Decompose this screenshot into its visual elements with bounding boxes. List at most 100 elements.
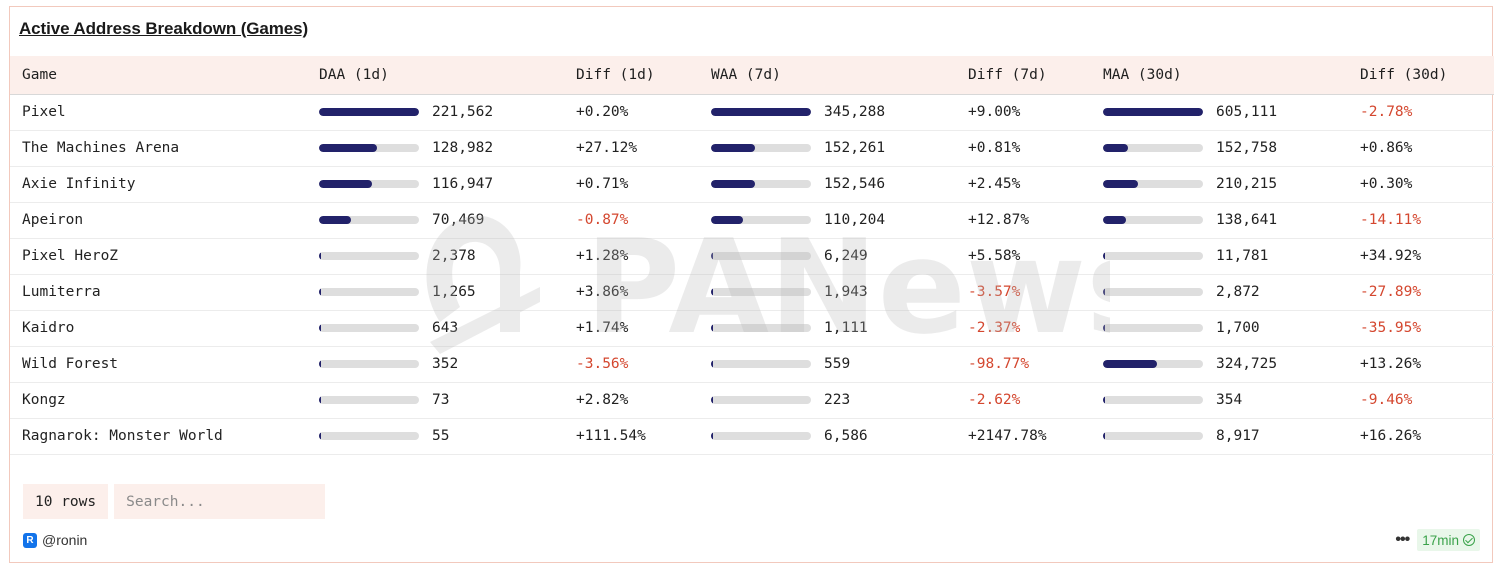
table-row[interactable]: Apeiron 70,469 -0.87% 110,204 +12.87% 138,641…: [10, 202, 1494, 239]
game-name: Axie Infinity: [10, 166, 307, 203]
diff-1d: +27.12%: [564, 130, 699, 167]
daa-bar: [319, 432, 419, 440]
diff-30d: +34.92%: [1348, 238, 1494, 275]
waa-cell: 559: [699, 346, 956, 383]
maa-bar-fill: [1103, 216, 1126, 224]
waa-bar: [711, 180, 811, 188]
column-header-diff-7d[interactable]: Diff (7d): [956, 56, 1091, 95]
waa-cell: 152,261: [699, 130, 956, 167]
game-name: The Machines Arena: [10, 130, 307, 167]
column-header-diff-1d[interactable]: Diff (1d): [564, 56, 699, 95]
diff-1d: -3.56%: [564, 346, 699, 383]
column-header-game[interactable]: Game: [10, 56, 307, 95]
table-row[interactable]: Wild Forest 352 -3.56% 559 -98.77% 324,725 +13…: [10, 346, 1494, 383]
waa-bar-fill: [711, 288, 713, 296]
waa-cell: 1,111: [699, 310, 956, 347]
waa-cell: 6,249: [699, 238, 956, 275]
daa-value: 1,265: [432, 284, 476, 300]
maa-cell: 210,215: [1091, 166, 1348, 203]
maa-value: 605,111: [1216, 104, 1278, 120]
table-row[interactable]: Kongz 73 +2.82% 223 -2.62% 354 -9.46%: [10, 382, 1494, 419]
column-header-maa[interactable]: MAA (30d): [1091, 56, 1348, 95]
game-name: Ragnarok: Monster World: [10, 418, 307, 455]
table-row[interactable]: The Machines Arena 128,982 +27.12% 152,261 +…: [10, 130, 1494, 167]
daa-cell: 55: [307, 418, 564, 455]
maa-bar: [1103, 432, 1203, 440]
daa-bar-fill: [319, 324, 321, 332]
waa-cell: 223: [699, 382, 956, 419]
maa-cell: 138,641: [1091, 202, 1348, 239]
game-name: Pixel HeroZ: [10, 238, 307, 275]
table-header-row: Game DAA (1d) Diff (1d) WAA (7d) Diff (7…: [10, 56, 1494, 95]
maa-bar: [1103, 216, 1203, 224]
waa-bar: [711, 108, 811, 116]
table-row[interactable]: Pixel 221,562 +0.20% 345,288 +9.00% 605,111 -2…: [10, 94, 1494, 131]
games-table: Game DAA (1d) Diff (1d) WAA (7d) Diff (7…: [10, 56, 1494, 455]
maa-bar-fill: [1103, 288, 1105, 296]
column-header-waa[interactable]: WAA (7d): [699, 56, 956, 95]
game-name: Kongz: [10, 382, 307, 419]
diff-1d: +1.28%: [564, 238, 699, 275]
search-input[interactable]: [114, 484, 326, 519]
diff-30d: -35.95%: [1348, 310, 1494, 347]
maa-value: 11,781: [1216, 248, 1269, 264]
diff-30d: -27.89%: [1348, 274, 1494, 311]
maa-bar-fill: [1103, 432, 1105, 440]
diff-7d: -98.77%: [956, 346, 1091, 383]
diff-30d: -9.46%: [1348, 382, 1494, 419]
daa-bar: [319, 360, 419, 368]
diff-7d: +0.81%: [956, 130, 1091, 167]
daa-value: 70,469: [432, 212, 485, 228]
daa-bar-fill: [319, 144, 378, 152]
daa-bar-fill: [319, 360, 321, 368]
daa-value: 128,982: [432, 140, 494, 156]
diff-1d: +0.20%: [564, 94, 699, 131]
maa-bar: [1103, 252, 1203, 260]
diff-30d: -14.11%: [1348, 202, 1494, 239]
maa-bar: [1103, 108, 1203, 116]
daa-bar-fill: [319, 432, 321, 440]
game-name: Wild Forest: [10, 346, 307, 383]
column-header-daa[interactable]: DAA (1d): [307, 56, 564, 95]
table-row[interactable]: Axie Infinity 116,947 +0.71% 152,546 +2.45% 2…: [10, 166, 1494, 203]
maa-cell: 1,700: [1091, 310, 1348, 347]
column-header-diff-30d[interactable]: Diff (30d): [1348, 56, 1494, 95]
maa-cell: 605,111: [1091, 94, 1348, 131]
table-row[interactable]: Ragnarok: Monster World 55 +111.54% 6,586 +2…: [10, 418, 1494, 455]
freshness-text: 17min: [1422, 532, 1459, 548]
table-row[interactable]: Lumiterra 1,265 +3.86% 1,943 -3.57% 2,872 -27.…: [10, 274, 1494, 311]
daa-value: 73: [432, 392, 450, 408]
daa-cell: 643: [307, 310, 564, 347]
owner-link[interactable]: R @ronin: [23, 532, 87, 548]
diff-7d: -2.37%: [956, 310, 1091, 347]
waa-bar-fill: [711, 396, 713, 404]
maa-cell: 11,781: [1091, 238, 1348, 275]
panel-title[interactable]: Active Address Breakdown (Games): [19, 19, 309, 38]
game-name: Apeiron: [10, 202, 307, 239]
daa-bar: [319, 180, 419, 188]
daa-value: 116,947: [432, 176, 494, 192]
table-footer-controls: 10 rows: [23, 484, 326, 519]
check-circle-icon: [1463, 534, 1475, 546]
waa-value: 559: [824, 356, 851, 372]
maa-value: 324,725: [1216, 356, 1278, 372]
more-dots-icon[interactable]: •••: [1395, 531, 1410, 548]
daa-bar-fill: [319, 396, 321, 404]
diff-1d: +111.54%: [564, 418, 699, 455]
daa-cell: 1,265: [307, 274, 564, 311]
diff-7d: +12.87%: [956, 202, 1091, 239]
diff-1d: -0.87%: [564, 202, 699, 239]
maa-bar: [1103, 288, 1203, 296]
table-row[interactable]: Pixel HeroZ 2,378 +1.28% 6,249 +5.58% 11,781 +…: [10, 238, 1494, 275]
diff-1d: +0.71%: [564, 166, 699, 203]
waa-bar: [711, 396, 811, 404]
maa-value: 138,641: [1216, 212, 1278, 228]
maa-value: 210,215: [1216, 176, 1278, 192]
table-row[interactable]: Kaidro 643 +1.74% 1,111 -2.37% 1,700 -35.95%: [10, 310, 1494, 347]
waa-bar-fill: [711, 360, 713, 368]
waa-cell: 152,546: [699, 166, 956, 203]
freshness-badge[interactable]: 17min: [1417, 529, 1480, 551]
waa-bar-fill: [711, 144, 756, 152]
maa-bar-fill: [1103, 180, 1138, 188]
maa-value: 354: [1216, 392, 1243, 408]
